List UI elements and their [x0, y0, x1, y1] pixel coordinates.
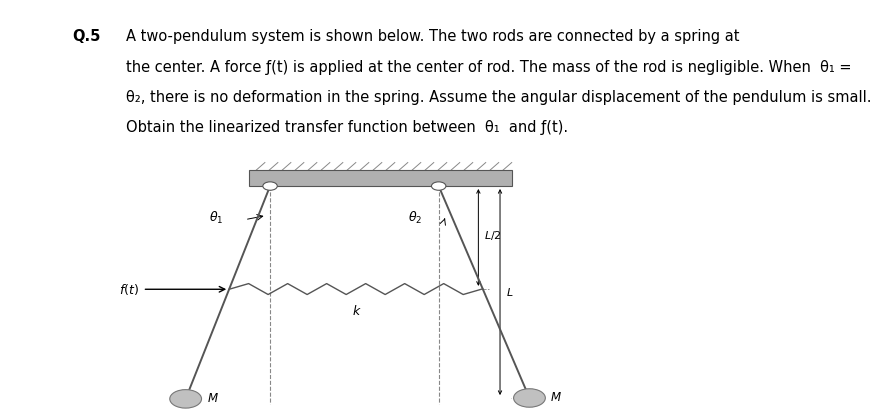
Circle shape: [431, 182, 445, 190]
Text: the center. A force ƒ(t) is applied at the center of rod. The mass of the rod is: the center. A force ƒ(t) is applied at t…: [126, 60, 851, 75]
Text: k: k: [352, 305, 359, 318]
Text: $f(t)$: $f(t)$: [119, 282, 139, 297]
Text: θ₂, there is no deformation in the spring. Assume the angular displacement of th: θ₂, there is no deformation in the sprin…: [126, 90, 871, 105]
Text: M: M: [207, 392, 217, 405]
Text: A two-pendulum system is shown below. The two rods are connected by a spring at: A two-pendulum system is shown below. Th…: [126, 29, 739, 45]
Text: M: M: [551, 391, 561, 404]
Bar: [249, 170, 512, 186]
Text: $\theta_2$: $\theta_2$: [408, 210, 422, 226]
Text: Q.5: Q.5: [72, 29, 100, 45]
Circle shape: [170, 390, 201, 408]
Text: $\theta_1$: $\theta_1$: [208, 210, 223, 226]
Text: $L$: $L$: [505, 286, 513, 298]
Circle shape: [263, 182, 277, 190]
Circle shape: [513, 389, 544, 407]
Text: Obtain the linearized transfer function between  θ₁  and ƒ(t).: Obtain the linearized transfer function …: [126, 120, 568, 135]
Text: $L/2$: $L/2$: [484, 229, 502, 242]
